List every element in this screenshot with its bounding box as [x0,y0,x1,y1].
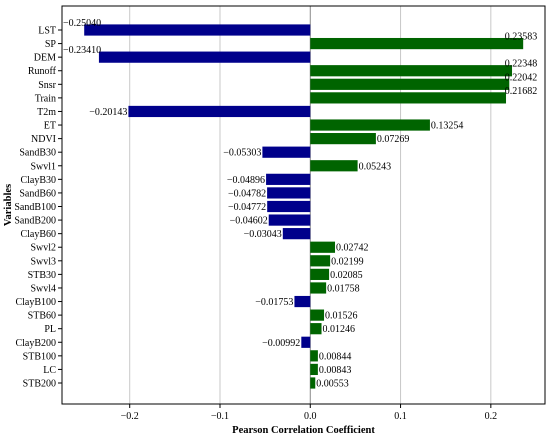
category-label-sp: SP [45,39,57,50]
data-label-stb30: 0.02085 [330,270,363,281]
bar-sandb100 [267,200,311,213]
category-label-clayb30: ClayB30 [20,175,56,186]
bar-stb200 [310,377,316,389]
x-axis-title: Pearson Correlation Coefficient [232,425,375,436]
data-label-stb200: 0.00553 [316,379,349,390]
data-label-swvl1: 0.05243 [359,161,392,172]
category-label-dem: DEM [34,53,56,64]
bar-clayb200 [301,336,311,348]
bar-train [310,92,507,104]
data-label-sp: 0.23583 [505,32,538,43]
category-label-clayb100: ClayB100 [15,297,56,308]
bar-clayb100 [294,295,311,308]
data-label-clayb60: −0.03043 [244,229,282,240]
category-label-swvl3: Swvl3 [30,256,56,267]
category-label-clayb60: ClayB60 [20,229,56,240]
bar-snsr [310,78,510,90]
category-label-t2m: T2m [37,107,56,118]
bar-runoff [310,65,513,77]
bar-sandb60 [267,187,311,199]
bar-sp [310,37,524,50]
category-label-runoff: Runoff [28,66,57,77]
category-label-sandb200: SandB200 [14,216,56,227]
category-label-clayb200: ClayB200 [15,338,56,349]
bar-dem [98,51,311,63]
data-label-sandb100: −0.04772 [228,202,266,213]
data-label-ndvi: 0.07269 [377,134,410,145]
data-label-lc: 0.00843 [319,365,352,376]
data-label-pl: 0.01246 [323,324,356,335]
data-label-clayb100: −0.01753 [255,297,293,308]
bar-et [310,119,430,131]
x-tick-labels: −0.2 −0.1 0.0 0.1 0.2 [121,404,497,422]
bar-t2m [128,105,311,118]
bar-clayb60 [282,228,311,240]
bar-stb60 [310,309,325,321]
bar-sandb30 [262,146,311,158]
data-label-stb100: 0.00844 [319,351,352,362]
bar-lc [310,363,318,376]
data-label-clayb200: −0.00992 [262,338,300,349]
data-label-et: 0.13254 [431,121,464,132]
category-label-train: Train [35,93,56,104]
data-label-lst: −0.25040 [63,18,101,29]
bar-lst [84,24,311,36]
x-tick-label-1: −0.1 [211,411,229,422]
bar-swvl1 [310,160,358,172]
data-labels: −0.25040 0.23583 −0.23410 0.22348 0.22042 0.2… [63,18,537,390]
data-label-sandb200: −0.04602 [230,216,268,227]
category-label-swvl1: Swvl1 [30,161,56,172]
data-label-swvl2: 0.02742 [336,243,369,254]
category-label-stb100: STB100 [23,351,56,362]
data-label-sandb60: −0.04782 [228,188,266,199]
plot-frame [61,5,546,405]
category-label-stb60: STB60 [28,311,56,322]
category-label-lst: LST [38,26,56,37]
data-label-train: 0.21682 [505,86,538,97]
bar-ndvi [310,133,376,145]
bar-stb100 [310,350,318,362]
data-label-dem: −0.23410 [63,45,101,56]
data-label-stb60: 0.01526 [325,311,358,322]
category-label-swvl4: Swvl4 [30,283,56,294]
category-label-stb30: STB30 [28,270,56,281]
data-label-swvl4: 0.01758 [327,283,360,294]
y-axis-title: Variables [3,184,14,226]
category-label-lc: LC [43,365,56,376]
data-label-swvl3: 0.02199 [331,256,364,267]
category-label-et: ET [44,121,56,132]
bars [84,24,524,389]
data-label-clayb30: −0.04896 [227,175,265,186]
bar-swvl3 [310,255,331,267]
category-label-ndvi: NDVI [31,134,56,145]
category-label-pl: PL [44,324,56,335]
category-label-sandb60: SandB60 [19,188,56,199]
bar-pl [310,323,322,335]
x-tick-label-2: 0.0 [304,411,317,422]
bar-swvl4 [310,282,327,294]
data-label-snsr: 0.22042 [505,72,538,83]
x-tick-label-4: 0.2 [485,411,498,422]
data-label-sandb30: −0.05303 [223,148,261,159]
x-tick-label-3: 0.1 [394,411,407,422]
category-label-sandb100: SandB100 [14,202,56,213]
category-label-snsr: Snsr [38,80,56,91]
bar-swvl2 [310,241,336,253]
category-label-swvl2: Swvl2 [30,243,56,254]
bar-sandb200 [268,214,311,226]
bar-clayb30 [266,173,311,185]
category-labels: LST SP DEM Runoff Snsr Train T2m ET NDVI SandB30 S… [14,26,62,390]
x-tick-label-0: −0.2 [121,411,139,422]
category-label-stb200: STB200 [23,379,56,390]
data-label-t2m: −0.20143 [89,107,127,118]
data-label-runoff: 0.22348 [505,59,538,70]
category-label-sandb30: SandB30 [19,148,56,159]
bar-stb30 [310,268,330,280]
